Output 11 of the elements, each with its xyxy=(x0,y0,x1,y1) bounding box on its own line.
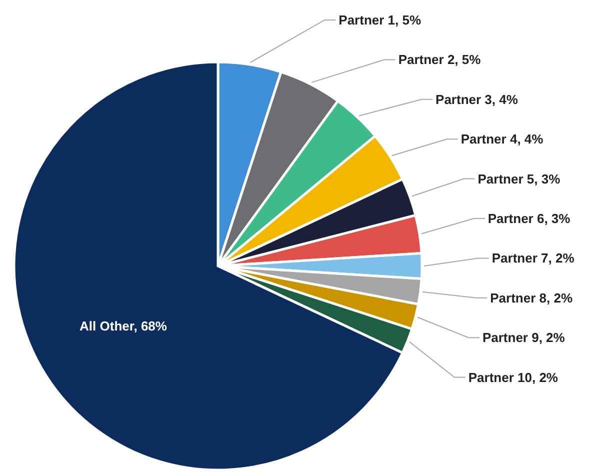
slice-label: Partner 4, 4% xyxy=(460,132,544,147)
slice-label: Partner 7, 2% xyxy=(492,250,575,266)
slice-label: Partner 9, 2% xyxy=(482,330,566,346)
slice-label: Partner 8, 2% xyxy=(490,290,573,306)
slice-label: Partner 1, 5% xyxy=(338,12,422,28)
slice-label: All Other, 68% xyxy=(80,318,168,334)
slice-label: Partner 6, 3% xyxy=(488,211,571,226)
slice-label: Partner 2, 5% xyxy=(398,52,482,68)
slice-label: Partner 3, 4% xyxy=(436,92,518,107)
slice-label: Partner 5, 3% xyxy=(478,171,561,186)
slice-label: Partner 10, 2% xyxy=(468,370,558,385)
